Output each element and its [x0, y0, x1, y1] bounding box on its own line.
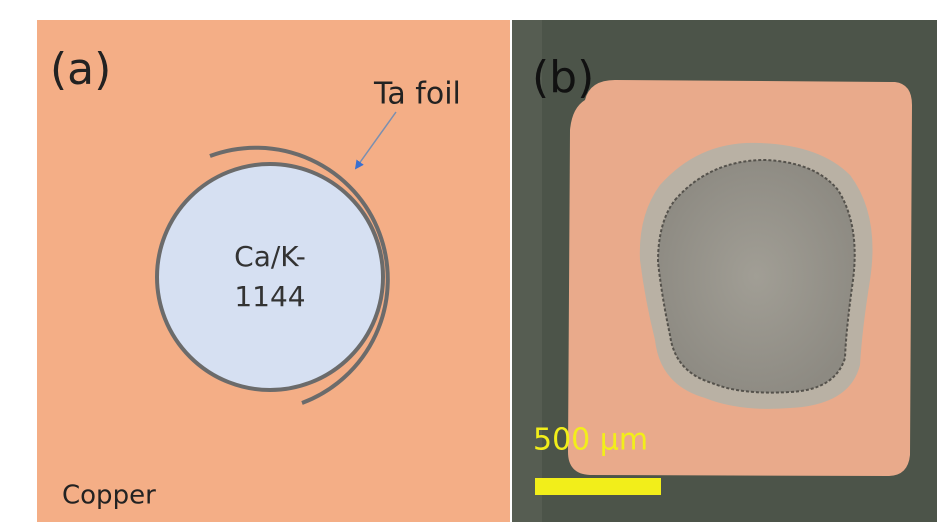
- matrix-label: Copper: [62, 481, 156, 511]
- panel-a: (a) Ta foil Ca/K- 1144 Copper: [37, 20, 510, 522]
- panel-label: (b): [532, 52, 594, 103]
- panel-b: (b) 500 µm: [512, 20, 937, 522]
- panel-label: (a): [50, 44, 111, 95]
- sample-core: [658, 160, 855, 393]
- sample-core: [157, 164, 383, 390]
- scale-bar: [535, 478, 661, 495]
- sample-label: 1144: [234, 280, 305, 313]
- sample-label: Ca/K-: [234, 240, 306, 273]
- foil-label: Ta foil: [373, 77, 461, 112]
- scale-bar-label: 500 µm: [533, 423, 648, 458]
- figure: (a) Ta foil Ca/K- 1144 Copper (b) 500 µm: [0, 0, 937, 522]
